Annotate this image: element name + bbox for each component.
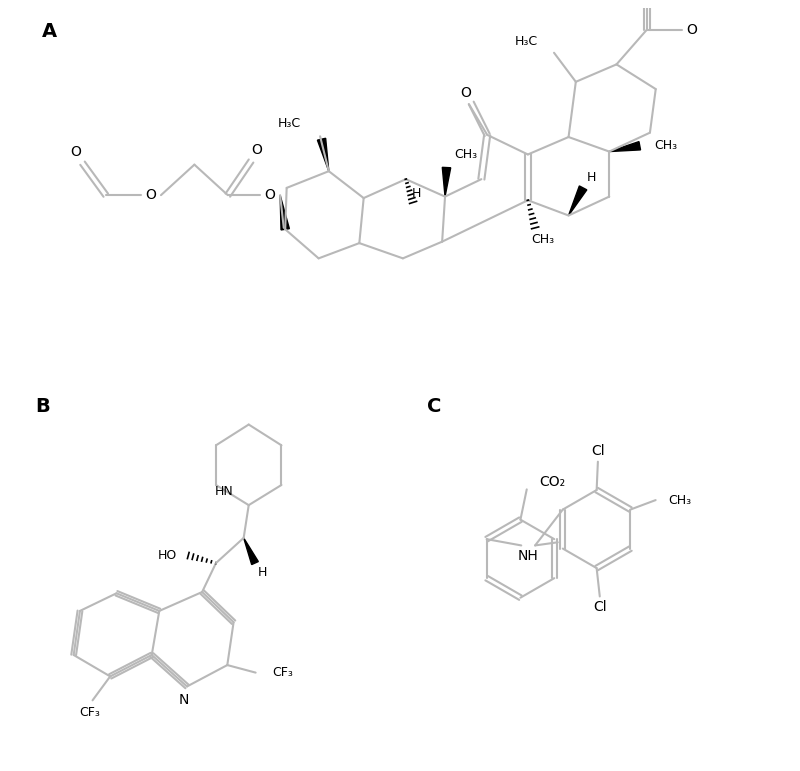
- Text: O: O: [460, 86, 471, 99]
- Polygon shape: [280, 195, 290, 230]
- Text: H: H: [411, 187, 421, 200]
- Text: HO: HO: [158, 549, 177, 562]
- Text: H: H: [587, 171, 597, 184]
- Text: B: B: [35, 397, 50, 416]
- Text: O: O: [146, 188, 156, 202]
- Text: HN: HN: [215, 485, 234, 498]
- Text: H₃C: H₃C: [515, 35, 538, 49]
- Text: CH₃: CH₃: [654, 140, 678, 152]
- Text: CF₃: CF₃: [273, 666, 294, 679]
- Text: NH: NH: [517, 548, 538, 563]
- Polygon shape: [244, 538, 258, 564]
- Text: H: H: [258, 566, 267, 579]
- Text: O: O: [251, 143, 262, 157]
- Text: Cl: Cl: [593, 600, 606, 614]
- Polygon shape: [610, 142, 641, 152]
- Text: CF₃: CF₃: [79, 706, 101, 719]
- Text: CH₃: CH₃: [668, 493, 691, 507]
- Text: C: C: [427, 397, 442, 416]
- Polygon shape: [318, 138, 329, 171]
- Text: CH₃: CH₃: [531, 233, 554, 246]
- Text: CO₂: CO₂: [539, 475, 566, 489]
- Text: A: A: [42, 22, 58, 41]
- Text: O: O: [686, 22, 698, 36]
- Text: Cl: Cl: [591, 444, 605, 458]
- Text: CH₃: CH₃: [454, 148, 477, 161]
- Text: N: N: [178, 693, 189, 707]
- Polygon shape: [442, 167, 450, 197]
- Text: H₃C: H₃C: [278, 117, 301, 130]
- Text: O: O: [70, 144, 81, 159]
- Text: O: O: [265, 188, 275, 202]
- Polygon shape: [569, 186, 587, 216]
